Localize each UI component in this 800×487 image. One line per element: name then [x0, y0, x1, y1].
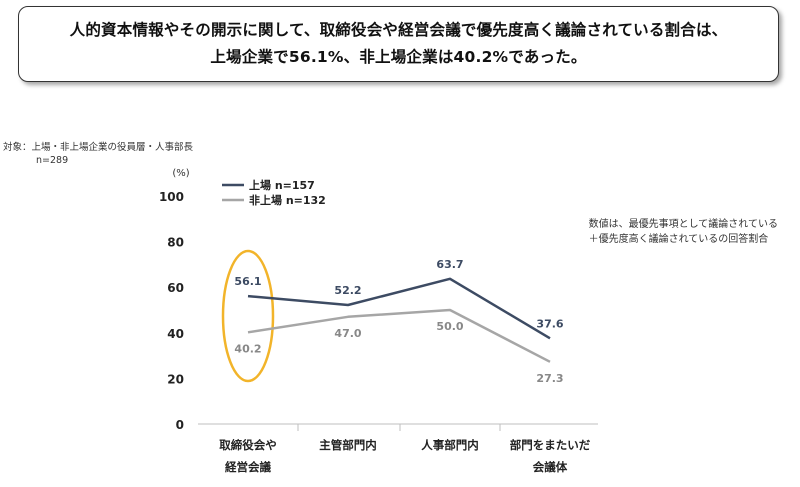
note-line-2: ＋優先度高く議論されているの回答割合 — [588, 234, 769, 245]
headline-box: 人的資本情報やその開示に関して、取締役会や経営会議で優先度高く議論されている割合… — [18, 6, 779, 82]
x-tick-label: 経営会議 — [225, 460, 271, 474]
x-tick-label: 主管部門内 — [319, 438, 377, 452]
note-text: 数値は、最優先事項として議論されている ＋優先度高く議論されているの回答割合 — [589, 217, 778, 247]
x-tick-label: 人事部門内 — [421, 438, 479, 452]
headline-line-2: 上場企業で56.1%、非上場企業は40.2%であった。 — [210, 48, 587, 66]
y-unit-label: (%) — [172, 168, 189, 179]
x-tick-label: 部門をまたいだ — [510, 438, 591, 452]
legend-label: 非上場 n=132 — [249, 193, 326, 207]
y-tick-label: 80 — [167, 236, 184, 250]
data-label-unlisted: 47.0 — [334, 327, 361, 340]
headline-line-1: 人的資本情報やその開示に関して、取締役会や経営会議で優先度高く議論されている割合… — [69, 21, 728, 39]
data-label-unlisted: 40.2 — [234, 342, 261, 355]
y-tick-label: 100 — [159, 190, 184, 204]
data-label-listed: 37.6 — [536, 317, 563, 330]
subject-n: n=289 — [36, 155, 69, 166]
x-tick-label: 会議体 — [532, 460, 568, 474]
data-label-listed: 56.1 — [234, 275, 261, 288]
data-label-unlisted: 27.3 — [536, 372, 563, 385]
series-line-listed — [247, 277, 551, 340]
subject-label: 対象：上場・非上場企業の役員層・人事部長 — [3, 142, 194, 153]
legend-label: 上場 n=157 — [249, 178, 315, 192]
data-label-listed: 63.7 — [436, 258, 463, 271]
data-label-unlisted: 50.0 — [436, 320, 463, 333]
series-line-unlisted — [247, 308, 551, 363]
y-tick-label: 0 — [176, 418, 184, 432]
y-tick-label: 40 — [167, 327, 184, 341]
highlight-ellipse — [221, 249, 275, 383]
y-tick-label: 20 — [167, 372, 184, 386]
y-tick-label: 60 — [167, 281, 184, 295]
x-tick-label: 取締役会や — [219, 438, 277, 452]
data-label-listed: 52.2 — [334, 284, 361, 297]
note-line-1: 数値は、最優先事項として議論されている — [588, 219, 778, 230]
